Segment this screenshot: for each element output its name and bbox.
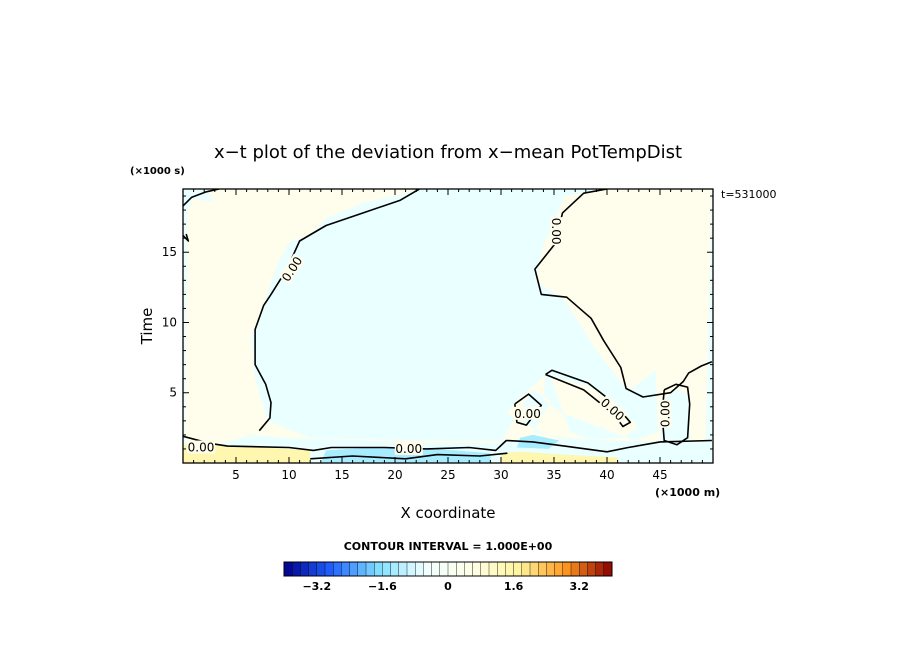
- right-bottom-positive-strip: [501, 451, 618, 463]
- contour-bottom-inner: [310, 452, 508, 460]
- x-axis-label: X coordinate: [400, 504, 495, 522]
- colorbar-tick-label: 0: [444, 580, 452, 593]
- contour-label-6: 0.00: [187, 440, 216, 455]
- x-axis: 5 10 15 20 25 30 35 40 45: [193, 189, 703, 482]
- svg-text:0.00: 0.00: [658, 400, 672, 427]
- colorbar-tick-label: 3.2: [569, 580, 589, 593]
- x-unit-label: (×1000 m): [655, 486, 720, 499]
- plot-area: 0.000.000.00 0.00 0.000.000.00: [183, 189, 713, 463]
- central-positive-region: [185, 189, 712, 445]
- y-axis: 5 10 15: [162, 195, 713, 450]
- contour-label-4: 0.00: [658, 399, 672, 428]
- colorbar-tick-label: −3.2: [302, 580, 331, 593]
- time-stamp-label: t=531000: [721, 188, 777, 201]
- contour-diagonal-loop: [545, 369, 632, 428]
- x-tick-label: 15: [334, 468, 349, 482]
- contour-label-5: 0.00: [394, 441, 423, 456]
- contour-upper-left: [183, 189, 220, 207]
- contour-labels: 0.000.000.00 0.00 0.000.000.00: [187, 217, 672, 456]
- svg-text:0.00: 0.00: [395, 442, 422, 456]
- x-tick-label: 35: [546, 468, 561, 482]
- colorbar: −3.2 −1.6 0 1.6 3.2: [283, 561, 613, 593]
- colorbar-tick-label: −1.6: [368, 580, 397, 593]
- x-tick-label: 5: [232, 468, 240, 482]
- svg-text:0.00: 0.00: [188, 441, 215, 455]
- contour-label-0: 0.00: [278, 253, 305, 284]
- contour-label-2: 0.00: [513, 406, 542, 421]
- contour-left-boundary: [183, 233, 190, 242]
- x-tick-label: 20: [387, 468, 402, 482]
- svg-text:0.00: 0.00: [514, 407, 541, 421]
- x-tick-label: 25: [440, 468, 455, 482]
- svg-text:0.00: 0.00: [549, 218, 563, 245]
- contour-main-upper: [254, 189, 420, 432]
- colorbar-tick-label: 1.6: [504, 580, 524, 593]
- contour-bottom-band: [183, 435, 712, 453]
- contour-label-1: 0.00: [549, 217, 564, 246]
- chart-title: x−t plot of the deviation from x−mean Po…: [214, 142, 682, 163]
- x-tick-label: 45: [652, 468, 667, 482]
- y-tick-label: 10: [162, 315, 177, 329]
- y-tick-label: 15: [162, 245, 177, 259]
- y-unit-label: (×1000 s): [130, 166, 185, 177]
- x-tick-label: 40: [599, 468, 614, 482]
- x-tick-label: 30: [493, 468, 508, 482]
- y-tick-label: 5: [169, 386, 177, 400]
- y-axis-label: Time: [138, 308, 156, 346]
- contour-interval-label: CONTOUR INTERVAL = 1.000E+00: [344, 540, 553, 553]
- x-tick-label: 10: [281, 468, 296, 482]
